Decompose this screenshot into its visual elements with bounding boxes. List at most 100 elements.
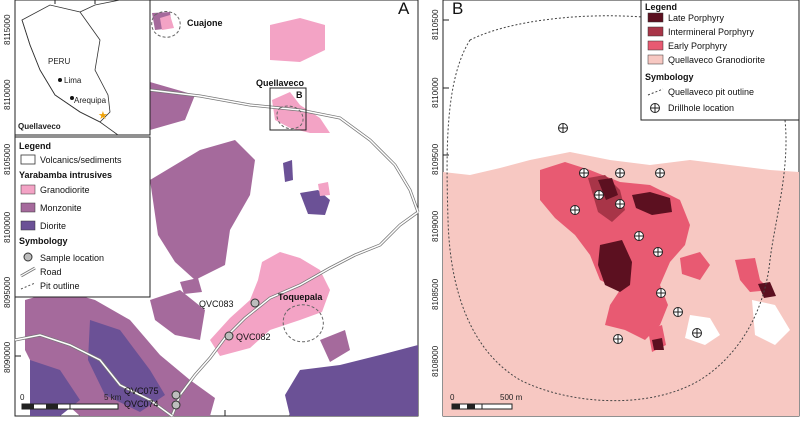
legend-swatch-volcanics: [20, 154, 36, 165]
monzonite-body-small1: [180, 278, 202, 294]
border-line: [79, 0, 121, 13]
y-tick-label: 8100000: [3, 211, 12, 243]
city-marker-lima: [58, 78, 62, 82]
legend-granodiorite: Granodiorite: [40, 185, 90, 195]
legend-swatch-late-porphyry: [647, 12, 664, 23]
diorite-body-east: [300, 190, 330, 215]
panel-a: B Cuajone Quellaveco Toquepala QVC083 QV…: [3, 0, 420, 418]
legend-volcanics: Volcanics/sediments: [40, 155, 122, 165]
monzonite-body-centre: [150, 290, 205, 340]
y-tick-label: 8105000: [3, 143, 12, 175]
panel-a-letter: A: [398, 0, 410, 18]
sample-point-qvc075: [171, 390, 181, 400]
legend-swatch-diorite: [20, 220, 36, 231]
drillhole-icon: [634, 231, 644, 241]
sample-label-qvc083: QVC083: [199, 299, 234, 309]
legend-swatch-intermineral: [647, 26, 664, 37]
panel-a-y-ticks: 8115000 8110000 8105000 8100000 8095000 …: [3, 14, 12, 373]
pit-outlines: [151, 11, 324, 343]
legend-swatch-quellaveco-granodiorite: [647, 54, 664, 65]
pit-outline-toquepala: [282, 304, 324, 343]
drillhole-icon: [655, 168, 665, 178]
unmapped-area-2: [685, 315, 720, 345]
scale-bar-b: 0 500 m: [450, 393, 523, 410]
legend-pit-outline-icon: [647, 88, 664, 96]
inset-city-lima: Lima: [64, 76, 82, 85]
y-tick-label: 8110500: [431, 9, 440, 40]
late-porphyry-northeast: [632, 192, 672, 215]
y-tick-label: 8115000: [3, 14, 12, 45]
late-porphyry-south: [652, 338, 664, 350]
sample-point-qvc082: [224, 331, 234, 341]
city-marker-arequipa: [70, 96, 74, 100]
drillhole-icon: [579, 168, 589, 178]
panel-b-extent-box: [269, 87, 307, 131]
y-tick-label: 8095000: [3, 276, 12, 308]
drillhole-icon: [594, 190, 604, 200]
y-tick-label: 8110000: [431, 77, 440, 108]
legend-b-symbology-title: Symbology: [645, 72, 694, 82]
place-label-toquepala: Toquepala: [278, 292, 323, 302]
legend-swatch-early-porphyry: [647, 40, 664, 51]
drillhole-icon: [673, 307, 683, 317]
inset-country-label: PERU: [48, 57, 70, 66]
quellaveco-pit-outline: [446, 15, 787, 402]
sample-points: QVC083 QVC082 QVC075 QVC074: [124, 298, 271, 410]
legend-swatch-granodiorite: [20, 184, 36, 195]
roads: [14, 88, 420, 418]
legend-intrusives-title: Yarabamba intrusives: [19, 170, 112, 180]
unmapped-area-1: [752, 300, 790, 345]
late-porphyry-north: [598, 178, 618, 200]
legend-b: Legend Late Porphyry Intermineral Porphy…: [640, 0, 800, 121]
geology-layer-a: [25, 12, 418, 416]
scale-bar-max: 5 km: [104, 393, 122, 402]
legend-symbology-title: Symbology: [19, 236, 68, 246]
panel-b: B 8110500 8110000 8109500 8109000 810850…: [431, 0, 800, 417]
legend-intermineral-porphyry: Intermineral Porphyry: [668, 27, 755, 37]
granodiorite-body-quellaveco: [272, 92, 330, 133]
pit-outline-cuajone: [151, 11, 181, 38]
diorite-body-east2: [283, 160, 293, 182]
legend-a: Legend Volcanics/sediments Yarabamba int…: [14, 136, 151, 298]
late-porphyry-east: [758, 282, 776, 298]
y-tick-label: 8108000: [431, 345, 440, 377]
y-tick-label: 8108500: [431, 278, 440, 310]
y-tick-label: 8090000: [3, 341, 12, 373]
pit-outline-quellaveco: [276, 105, 304, 130]
y-tick-label: 8110000: [3, 79, 12, 110]
legend-quellaveco-granodiorite: Quellaveco Granodiorite: [668, 55, 765, 65]
legend-sample-location: Sample location: [40, 253, 104, 263]
y-tick-label: 8109000: [431, 210, 440, 242]
inset-map: PERU Lima Arequipa ★ Quellaveco: [14, 0, 151, 136]
place-label-quellaveco: Quellaveco: [256, 78, 305, 88]
sample-point-qvc083: [250, 298, 260, 308]
drillhole-icon: [692, 328, 702, 338]
sample-label-qvc074: QVC074: [124, 399, 159, 409]
panel-b-letter: B: [452, 0, 463, 18]
diorite-body-south: [88, 320, 165, 412]
place-label-cuajone: Cuajone: [187, 18, 223, 28]
drillhole-icon: [613, 334, 623, 344]
y-tick-label: 8109500: [431, 143, 440, 175]
legend-pit-icon: [20, 282, 36, 290]
legend-road: Road: [40, 267, 62, 277]
legend-diorite: Diorite: [40, 221, 66, 231]
legend-drillhole-icon: [650, 103, 660, 113]
site-star-icon: ★: [98, 110, 108, 122]
legend-sample-icon: [23, 252, 33, 262]
legend-pit-outline-b: Quellaveco pit outline: [668, 87, 754, 97]
drillhole-icon: [615, 168, 625, 178]
drillhole-icon: [570, 205, 580, 215]
drillhole-icon: [656, 288, 666, 298]
legend-monzonite: Monzonite: [40, 203, 82, 213]
diorite-body-southwest: [30, 360, 80, 416]
box-b-label: B: [296, 90, 303, 100]
legend-pit-outline: Pit outline: [40, 281, 80, 291]
granodiorite-body-north: [270, 18, 325, 62]
scale-bar-a: 0 5 km: [20, 393, 122, 410]
sample-point-qvc074: [171, 400, 181, 410]
legend-drillhole: Drillhole location: [668, 103, 734, 113]
late-porphyry-centre: [598, 240, 632, 292]
